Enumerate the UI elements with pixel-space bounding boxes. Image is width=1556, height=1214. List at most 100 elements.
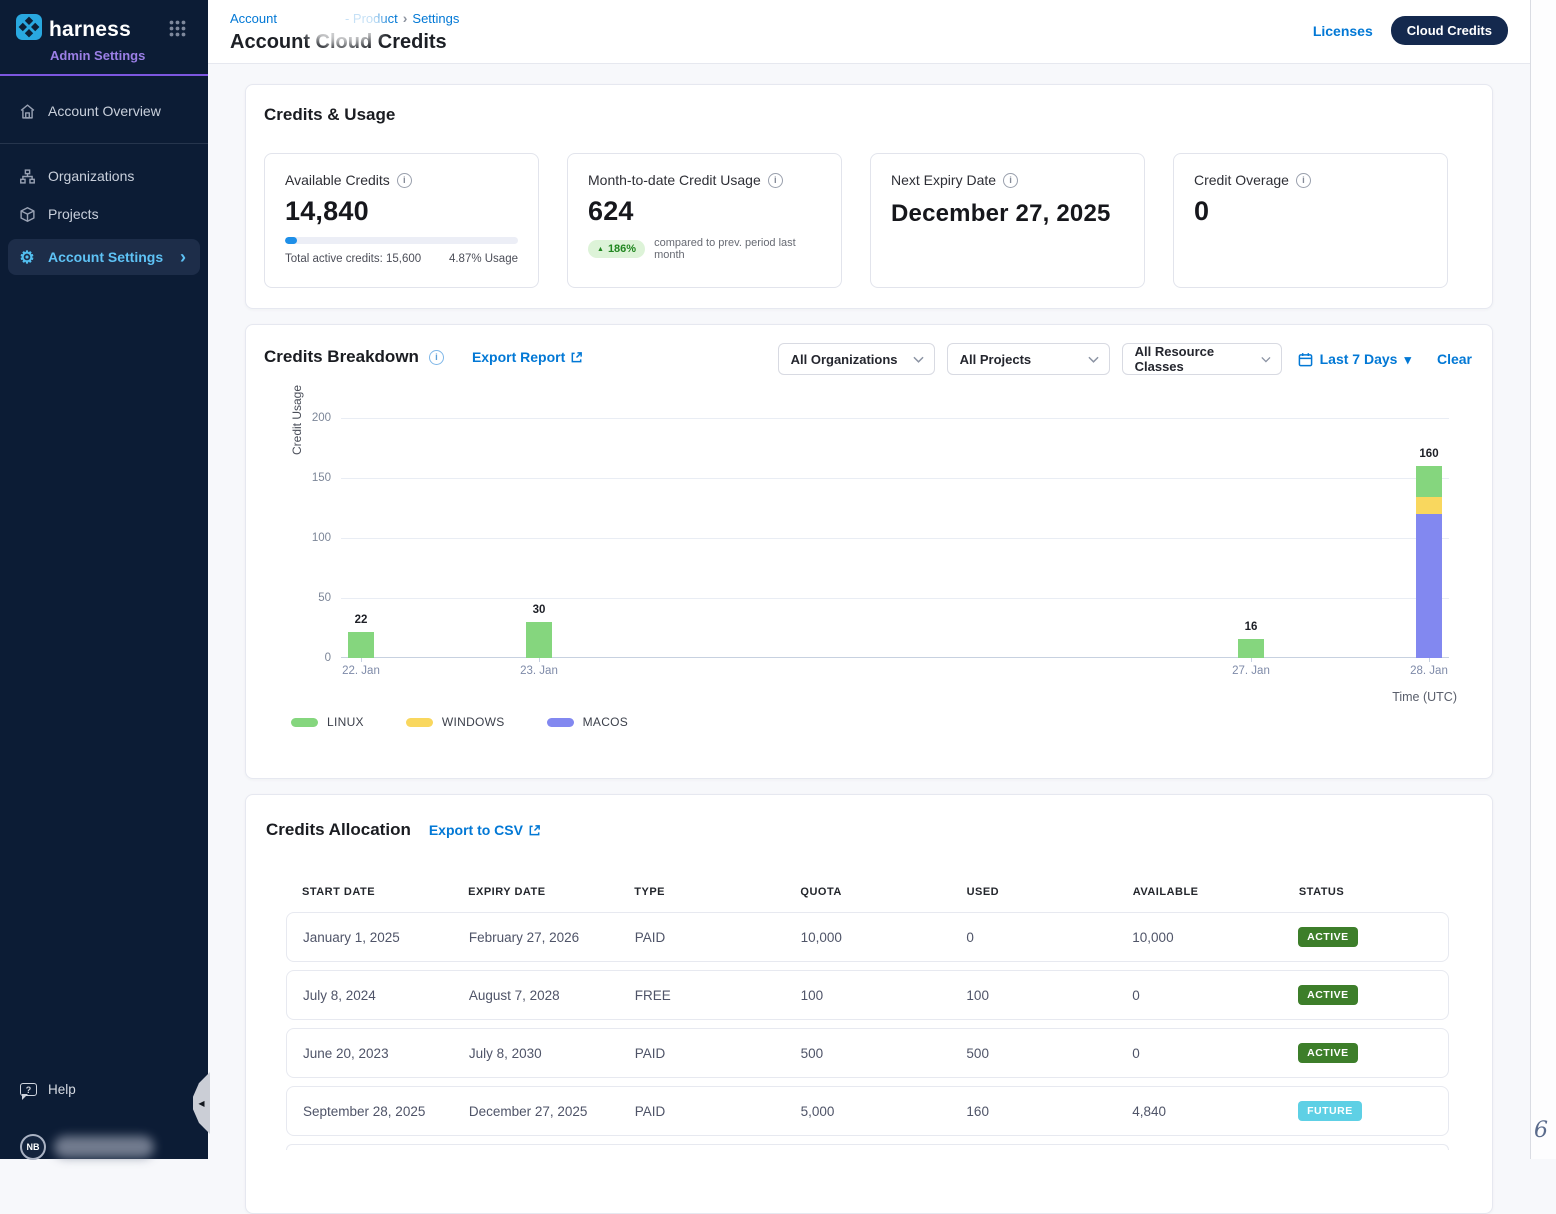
credits-allocation-section: Credits Allocation Export to CSV START D… [245,794,1493,1214]
brand-name: harness [49,18,131,42]
x-axis-label: Time (UTC) [1392,690,1457,704]
licenses-link[interactable]: Licenses [1313,23,1373,39]
cell-type: PAID [619,930,785,945]
stat-value: 14,840 [285,196,518,227]
date-range-label: Last 7 Days [1320,351,1398,367]
cell-start-date: January 1, 2025 [287,930,453,945]
cell-quota: 10,000 [785,930,951,945]
legend-item-macos[interactable]: MACOS [547,715,629,729]
sidebar-item-label: Projects [48,206,99,222]
sidebar-item-label: Organizations [48,168,134,184]
external-link-icon [528,824,541,837]
info-icon[interactable] [1296,173,1311,188]
select-value: All Resource Classes [1135,344,1253,374]
credits-progress-bar [285,237,518,244]
cell-start-date: September 28, 2025 [287,1104,453,1119]
stat-label: Credit Overage [1194,172,1289,188]
available-credits-card: Available Credits 14,840 Total active cr… [264,153,539,288]
content: Credits & Usage Available Credits 14,840… [208,64,1530,1214]
column-header: STATUS [1283,886,1449,898]
column-header: START DATE [286,886,452,898]
export-report-link[interactable]: Export Report [472,349,583,365]
gear-icon [18,249,36,266]
legend-item-windows[interactable]: WINDOWS [406,715,505,729]
status-badge: FUTURE [1298,1101,1362,1121]
harness-logo-icon[interactable] [16,14,42,45]
cell-expiry-date: December 27, 2025 [453,1104,619,1119]
chevron-down-icon [1088,356,1099,363]
cell-type: PAID [619,1046,785,1061]
next-expiry-card: Next Expiry Date December 27, 2025 [870,153,1145,288]
table-row: June 20, 2023 July 8, 2030 PAID 500 500 … [286,1028,1449,1078]
x-tick-label: 27. Jan [1219,665,1283,677]
usage-percent: 4.87% Usage [449,253,518,265]
calendar-icon [1298,352,1313,367]
user-row: NB [20,1127,208,1167]
bar-segment-macos[interactable] [1416,514,1442,658]
app-grid-icon[interactable] [169,20,186,42]
avatar[interactable]: NB [20,1134,46,1160]
export-report-label: Export Report [472,349,565,365]
export-csv-link[interactable]: Export to CSV [429,822,541,838]
column-header: TYPE [618,886,784,898]
gridline [341,418,1449,419]
export-csv-label: Export to CSV [429,822,523,838]
organizations-select[interactable]: All Organizations [778,343,935,375]
chevron-down-icon [913,356,924,363]
breadcrumb-separator [403,10,408,26]
trend-note: compared to prev. period last month [654,237,821,261]
help-icon [20,1083,37,1096]
credits-usage-section: Credits & Usage Available Credits 14,840… [245,84,1493,309]
bar-segment-windows[interactable] [1416,497,1442,514]
sidebar-item-account-overview[interactable]: Account Overview [0,92,208,130]
cell-quota: 5,000 [785,1104,951,1119]
stat-value: 624 [588,196,821,227]
cell-quota: 100 [785,988,951,1003]
home-icon [18,103,36,120]
cell-start-date: June 20, 2023 [287,1046,453,1061]
sidebar-item-organizations[interactable]: Organizations [0,157,208,195]
credit-overage-card: Credit Overage 0 [1173,153,1448,288]
y-tick-label: 150 [289,472,331,484]
stat-value: December 27, 2025 [891,198,1124,230]
info-icon[interactable] [768,173,783,188]
cloud-credits-button[interactable]: Cloud Credits [1391,16,1508,45]
info-icon[interactable] [429,350,444,365]
legend-item-linux[interactable]: LINUX [291,715,364,729]
sidebar-item-projects[interactable]: Projects [0,195,208,233]
bar-value-label: 30 [509,604,569,616]
gridline [341,478,1449,479]
cell-available: 0 [1116,988,1282,1003]
breadcrumb-settings-link[interactable]: Settings [412,11,459,26]
allocation-table: START DATE EXPIRY DATE TYPE QUOTA USED A… [286,886,1449,1150]
gridline [341,598,1449,599]
section-title: Credits Breakdown [264,347,419,367]
caret-down-icon [1404,351,1411,368]
org-chart-icon [18,168,36,185]
bar-segment-linux[interactable] [1238,639,1264,658]
clear-filters-link[interactable]: Clear [1437,351,1472,367]
table-row: January 1, 2025 February 27, 2026 PAID 1… [286,912,1449,962]
stat-label: Month-to-date Credit Usage [588,172,761,188]
brand-subtitle: Admin Settings [50,48,194,63]
chart-legend: LINUX WINDOWS MACOS [291,715,628,729]
breadcrumb-account-link[interactable]: Account [230,11,277,26]
sidebar-item-account-settings[interactable]: Account Settings [8,239,200,275]
bar-segment-linux[interactable] [526,622,552,658]
date-range-picker[interactable]: Last 7 Days [1298,351,1411,368]
status-badge: ACTIVE [1298,1043,1358,1063]
y-tick-label: 50 [289,592,331,604]
x-axis-line [341,657,1449,658]
cell-expiry-date: August 7, 2028 [453,988,619,1003]
resource-classes-select[interactable]: All Resource Classes [1122,343,1282,375]
cell-available: 10,000 [1116,930,1282,945]
scrollbar[interactable] [1530,0,1556,1159]
bar-segment-linux[interactable] [348,632,374,658]
column-header: QUOTA [784,886,950,898]
section-title: Credits Allocation [266,820,411,840]
info-icon[interactable] [1003,173,1018,188]
help-button[interactable]: Help [20,1082,208,1097]
info-icon[interactable] [397,173,412,188]
bar-segment-linux[interactable] [1416,466,1442,497]
projects-select[interactable]: All Projects [947,343,1110,375]
